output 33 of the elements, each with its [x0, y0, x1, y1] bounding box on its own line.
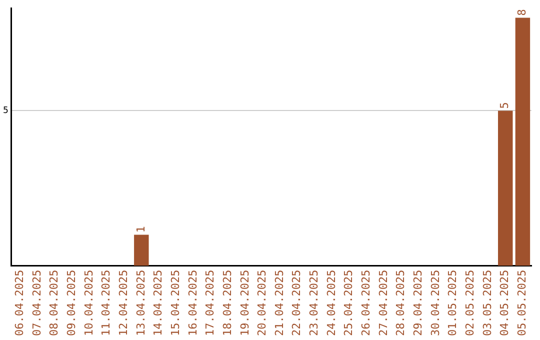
x-tick-label: 20.04.2025	[256, 270, 269, 336]
x-tick-label: 12.04.2025	[116, 270, 130, 336]
x-tick-label: 30.04.2025	[428, 270, 442, 336]
x-tick-label: 07.04.2025	[30, 270, 44, 336]
x-tick-label: 09.04.2025	[64, 270, 78, 336]
x-tick-label: 24.04.2025	[324, 270, 338, 336]
x-tick-label: 02.05.2025	[464, 270, 477, 336]
x-tick-label: 17.04.2025	[204, 270, 217, 336]
x-tick-label: 18.04.2025	[220, 270, 234, 336]
x-tick-label: 10.04.2025	[82, 270, 96, 336]
x-tick-label: 15.04.2025	[168, 270, 182, 336]
x-tick-label: 11.04.2025	[100, 270, 113, 336]
x-tick-label: 25.04.2025	[342, 270, 356, 336]
x-tick-label: 01.05.2025	[446, 270, 460, 336]
x-tick-label: 13.04.2025	[134, 270, 148, 336]
data-label: 1	[134, 226, 148, 233]
x-tick-label: 04.05.2025	[498, 270, 512, 336]
x-tick-label: 05.05.2025	[516, 270, 529, 336]
x-tick-label: 21.04.2025	[272, 270, 286, 336]
data-label: 5	[498, 102, 512, 109]
x-tick-label: 29.04.2025	[412, 270, 425, 336]
x-tick-label: 27.04.2025	[376, 270, 390, 336]
x-tick-label: 08.04.2025	[48, 270, 61, 336]
x-tick-label: 14.04.2025	[152, 270, 165, 336]
x-tick-label: 23.04.2025	[308, 270, 321, 336]
x-tick-label: 22.04.2025	[290, 270, 304, 336]
x-tick-label: 26.04.2025	[360, 270, 373, 336]
x-tick-label: 03.05.2025	[480, 270, 494, 336]
x-tick-label: 19.04.2025	[238, 270, 252, 336]
x-tick-label: 16.04.2025	[186, 270, 200, 336]
x-tick-label: 28.04.2025	[394, 270, 408, 336]
x-tick-label: 06.04.2025	[12, 270, 26, 336]
data-label: 8	[516, 9, 529, 16]
